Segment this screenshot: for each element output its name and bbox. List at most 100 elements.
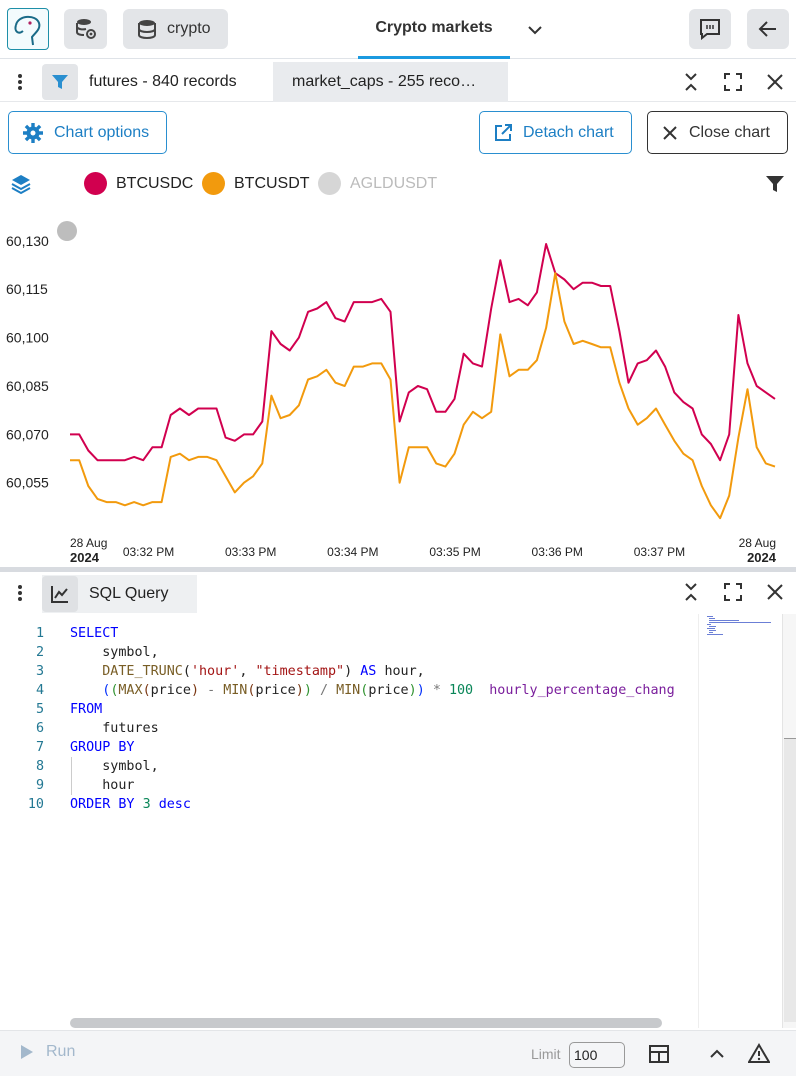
legend-item-btcusdt[interactable]: BTCUSDT xyxy=(202,172,310,195)
line-chart: 60,130 60,115 60,100 60,085 60,070 60,055 28 … xyxy=(6,221,777,565)
code-line: 3 DATE_TRUNC('hour', "timestamp") AS hou… xyxy=(35,664,425,679)
indent-guide xyxy=(71,757,72,795)
y-tick-label: 60,085 xyxy=(6,378,49,394)
legend-swatch xyxy=(318,172,341,195)
filter-icon xyxy=(52,75,68,89)
external-link-icon xyxy=(495,123,512,141)
warning-icon[interactable] xyxy=(748,1043,770,1063)
y-tick-label: 60,115 xyxy=(6,281,48,297)
play-icon xyxy=(21,1045,33,1059)
vertical-scrollbar[interactable] xyxy=(782,614,796,1028)
dataset-tab-bar: futures - 840 records market_caps - 255 … xyxy=(0,62,796,102)
close-chart-label: Close chart xyxy=(689,123,770,141)
close-icon xyxy=(663,125,677,140)
x-tick-label: 03:32 PM xyxy=(123,545,174,559)
sql-tab-label: SQL Query xyxy=(89,585,169,602)
panel-menu-icon[interactable] xyxy=(10,582,30,604)
series-line-btcusdc[interactable] xyxy=(70,243,776,462)
chart-toolbar: Chart options Detach chart Close chart xyxy=(0,103,796,163)
tab-market-caps[interactable]: market_caps - 255 reco… xyxy=(273,62,508,102)
series-line-btcusdt[interactable] xyxy=(70,272,776,520)
legend-label: AGLDUSDT xyxy=(350,174,438,192)
close-chart-button[interactable]: Close chart xyxy=(647,111,788,154)
limit-input[interactable]: 100 xyxy=(569,1042,625,1068)
gear-icon xyxy=(23,122,43,143)
collapse-icon[interactable] xyxy=(679,70,703,94)
x-tick-label: 03:35 PM xyxy=(429,545,480,559)
code-line: 5 FROM xyxy=(35,702,103,717)
x-tick-year: 2024 xyxy=(70,550,100,565)
database-gear-icon xyxy=(75,19,96,39)
query-footer: Run Limit 100 xyxy=(0,1030,796,1076)
collapse-icon[interactable] xyxy=(679,580,703,604)
back-button[interactable] xyxy=(747,9,789,49)
x-tick-label: 03:37 PM xyxy=(634,545,685,559)
code-line: 10 ORDER BY 3 desc xyxy=(27,797,191,812)
legend-item-agldusdt[interactable]: AGLDUSDT xyxy=(318,172,437,195)
x-tick-label: 03:36 PM xyxy=(532,545,583,559)
elephant-logo-icon xyxy=(14,15,41,46)
app-logo[interactable] xyxy=(7,8,49,50)
code-minimap[interactable] xyxy=(698,614,782,1028)
tab-futures[interactable]: futures - 840 records xyxy=(89,73,237,90)
tab-sql-query[interactable]: SQL Query xyxy=(42,575,197,613)
chevron-down-icon[interactable] xyxy=(522,17,548,43)
limit-label: Limit xyxy=(531,1046,561,1062)
code-line: 7 GROUP BY xyxy=(35,740,135,755)
code-line: 9 hour xyxy=(35,778,135,793)
panel-splitter[interactable] xyxy=(0,567,796,572)
legend-swatch xyxy=(202,172,225,195)
chart-legend: BTCUSDC BTCUSDT AGLDUSDT xyxy=(0,164,796,204)
legend-item-btcusdc[interactable]: BTCUSDC xyxy=(84,172,193,195)
comment-icon xyxy=(700,19,720,40)
y-tick-label: 60,070 xyxy=(6,426,49,442)
database-name: crypto xyxy=(167,20,211,37)
filter-icon[interactable] xyxy=(765,174,785,194)
dashboard-title-tab[interactable]: Crypto markets xyxy=(358,0,510,59)
close-icon[interactable] xyxy=(763,70,787,94)
code-line: 8 symbol, xyxy=(35,759,159,774)
x-tick-year: 2024 xyxy=(747,550,777,565)
legend-swatch xyxy=(84,172,107,195)
database-settings-button[interactable] xyxy=(64,9,107,49)
chevron-up-icon[interactable] xyxy=(707,1045,727,1063)
x-tick-label: 03:34 PM xyxy=(327,545,378,559)
y-tick-label: 60,130 xyxy=(6,233,49,249)
code-line: 6 futures xyxy=(35,721,159,736)
maximize-icon[interactable] xyxy=(721,70,745,94)
database-selector[interactable]: crypto xyxy=(123,9,228,49)
hidden-series-marker[interactable] xyxy=(57,221,77,241)
panel-menu-icon[interactable] xyxy=(10,71,30,93)
x-tick-label: 28 Aug xyxy=(739,536,776,550)
chart-options-button[interactable]: Chart options xyxy=(8,111,167,154)
detach-chart-label: Detach chart xyxy=(523,123,614,141)
chart-options-label: Chart options xyxy=(54,123,150,141)
close-icon[interactable] xyxy=(763,580,787,604)
code-line: 4 ((MAX(price) - MIN(price)) / MIN(price… xyxy=(35,683,675,698)
chart-toggle-button[interactable] xyxy=(42,576,78,612)
layers-icon[interactable] xyxy=(9,172,33,196)
x-tick-label: 03:33 PM xyxy=(225,545,276,559)
arrow-left-icon xyxy=(758,21,776,37)
scrollbar-thumb[interactable] xyxy=(784,738,796,1022)
sql-panel-header: SQL Query xyxy=(0,572,796,614)
run-button[interactable]: Run xyxy=(20,1043,75,1061)
top-bar: crypto Crypto markets xyxy=(0,0,796,59)
sql-editor[interactable]: 1 SELECT 2 symbol, 3 DATE_TRUNC('hour', "… xyxy=(0,614,796,1028)
table-icon[interactable] xyxy=(649,1045,669,1063)
code-line: 1 SELECT xyxy=(35,626,119,641)
horizontal-scrollbar[interactable] xyxy=(70,1018,662,1028)
run-label: Run xyxy=(46,1043,76,1060)
maximize-icon[interactable] xyxy=(721,580,745,604)
legend-label: BTCUSDT xyxy=(234,174,310,192)
y-tick-label: 60,100 xyxy=(6,330,49,346)
y-tick-label: 60,055 xyxy=(6,475,49,491)
x-tick-label: 28 Aug xyxy=(70,536,107,550)
feedback-button[interactable] xyxy=(689,9,731,49)
filter-toggle-button[interactable] xyxy=(42,64,78,100)
line-chart-icon xyxy=(51,586,68,603)
legend-label: BTCUSDC xyxy=(116,174,194,192)
code-line: 2 symbol, xyxy=(35,645,159,660)
database-icon xyxy=(138,20,156,39)
detach-chart-button[interactable]: Detach chart xyxy=(479,111,632,154)
